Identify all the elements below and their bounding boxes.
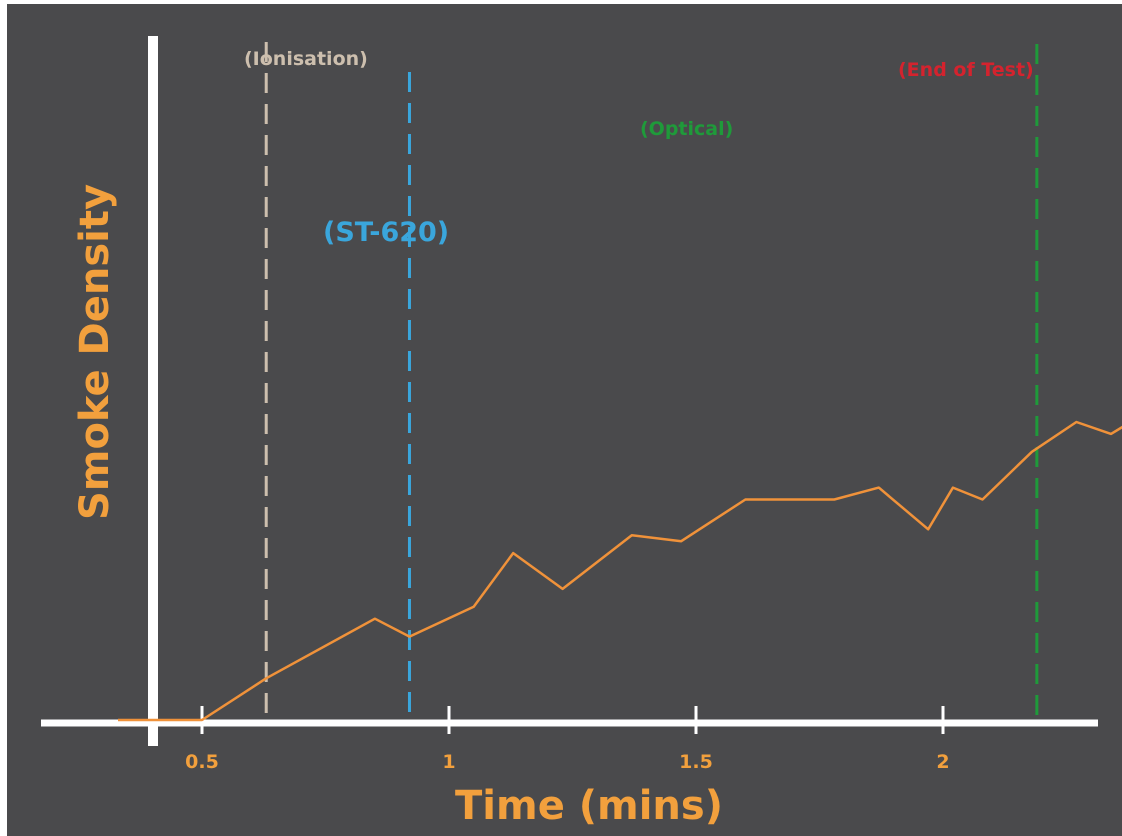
st-620-marker-label: (ST-620) [323,217,449,248]
ionisation-marker-label: (Ionisation) [244,48,368,70]
x-tick-label: 1 [442,751,455,773]
smoke-density-series-line [118,420,1122,722]
end-of-test-marker-label: (End of Test) [898,59,1034,81]
x-axis-ticks: 0.511.522.533.54 [185,706,950,773]
y-axis-title: Smoke Density [72,184,118,520]
x-axis-title: Time (mins) [455,783,723,829]
optical-marker-label: (Optical) [640,118,733,140]
event-markers [264,42,1039,720]
x-tick-label: 0.5 [185,751,219,773]
x-tick-label: 2 [936,751,949,773]
chart-background [7,4,1122,836]
x-tick-label: 1.5 [679,751,713,773]
event-marker-labels: (Ionisation) (ST-620) (Optical) (End of Tes… [244,48,1034,248]
smoke-density-chart: 0.511.522.533.54 (Ionisation)(ST-620)(Op… [7,4,1122,836]
chart-container: 0.511.522.533.54 (Ionisation)(ST-620)(Op… [7,4,1122,836]
